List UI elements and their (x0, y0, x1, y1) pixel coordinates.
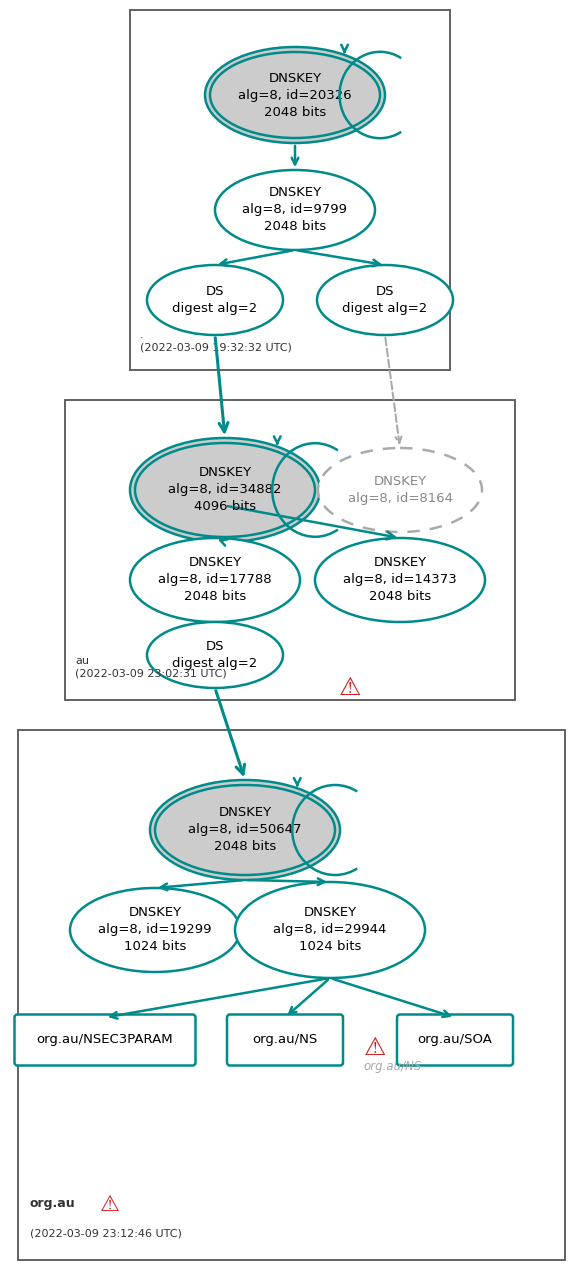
Text: (2022-03-09 23:12:46 UTC): (2022-03-09 23:12:46 UTC) (30, 1228, 182, 1238)
FancyBboxPatch shape (397, 1015, 513, 1066)
Text: DNSKEY
alg=8, id=29944
1024 bits: DNSKEY alg=8, id=29944 1024 bits (273, 907, 387, 953)
Text: DNSKEY
alg=8, id=50647
2048 bits: DNSKEY alg=8, id=50647 2048 bits (188, 806, 302, 854)
Text: DS
digest alg=2: DS digest alg=2 (173, 640, 258, 670)
Text: ⚠: ⚠ (339, 676, 361, 700)
Text: org.au/SOA: org.au/SOA (417, 1034, 493, 1047)
Text: DNSKEY
alg=8, id=19299
1024 bits: DNSKEY alg=8, id=19299 1024 bits (99, 907, 212, 953)
Ellipse shape (150, 781, 340, 880)
Bar (18, 730, 565, 1260)
Ellipse shape (147, 265, 283, 334)
Ellipse shape (215, 170, 375, 249)
Text: DNSKEY
alg=8, id=14373
2048 bits: DNSKEY alg=8, id=14373 2048 bits (343, 557, 457, 603)
Ellipse shape (130, 538, 300, 622)
Text: DNSKEY
alg=8, id=8164: DNSKEY alg=8, id=8164 (347, 475, 452, 505)
Bar (130, 10, 450, 370)
Ellipse shape (235, 882, 425, 977)
Text: org.au/NS: org.au/NS (364, 1060, 422, 1073)
Text: DS
digest alg=2: DS digest alg=2 (342, 285, 427, 315)
Ellipse shape (318, 448, 482, 532)
Bar (65, 400, 515, 700)
Ellipse shape (317, 265, 453, 334)
Text: DNSKEY
alg=8, id=9799
2048 bits: DNSKEY alg=8, id=9799 2048 bits (243, 186, 347, 234)
Text: DS
digest alg=2: DS digest alg=2 (173, 285, 258, 315)
Text: DNSKEY
alg=8, id=34882
4096 bits: DNSKEY alg=8, id=34882 4096 bits (168, 467, 282, 513)
Text: org.au: org.au (30, 1197, 76, 1210)
Text: .
(2022-03-09 19:32:32 UTC): . (2022-03-09 19:32:32 UTC) (140, 331, 292, 352)
Text: DNSKEY
alg=8, id=17788
2048 bits: DNSKEY alg=8, id=17788 2048 bits (158, 557, 272, 603)
Text: au
(2022-03-09 23:02:31 UTC): au (2022-03-09 23:02:31 UTC) (75, 656, 227, 678)
FancyBboxPatch shape (15, 1015, 195, 1066)
Ellipse shape (205, 48, 385, 143)
Ellipse shape (130, 439, 320, 541)
Text: DNSKEY
alg=8, id=20326
2048 bits: DNSKEY alg=8, id=20326 2048 bits (238, 72, 352, 118)
Ellipse shape (70, 889, 240, 972)
Ellipse shape (147, 622, 283, 688)
Ellipse shape (315, 538, 485, 622)
FancyBboxPatch shape (227, 1015, 343, 1066)
Text: ⚠: ⚠ (364, 1037, 386, 1060)
Text: org.au/NSEC3PARAM: org.au/NSEC3PARAM (37, 1034, 173, 1047)
Text: org.au/NS: org.au/NS (252, 1034, 318, 1047)
Text: ⚠: ⚠ (100, 1195, 120, 1215)
